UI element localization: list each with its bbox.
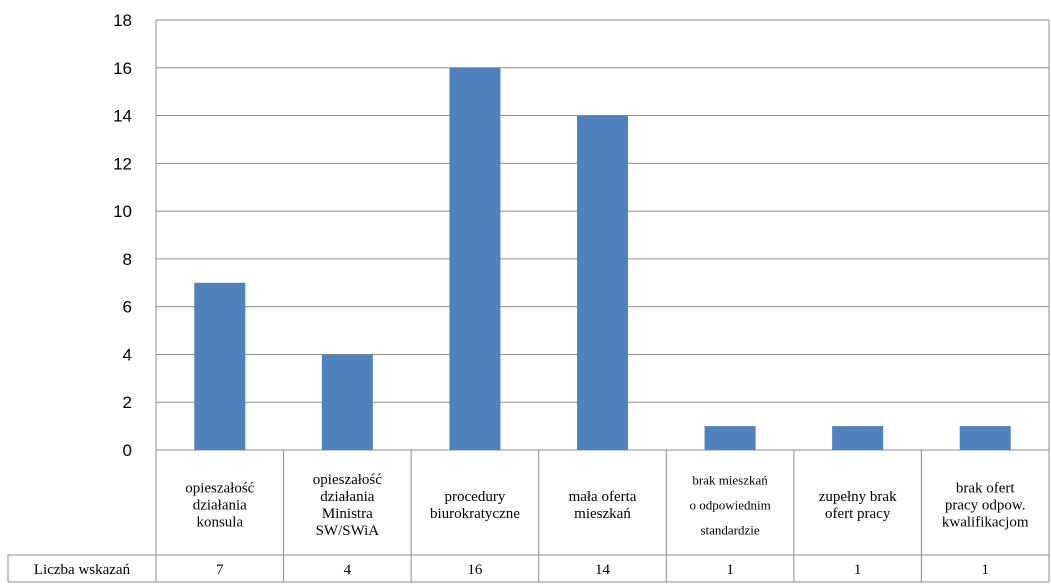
data-value-1: 7 (216, 562, 224, 578)
category-label-3: procedury biurokratyczne (430, 489, 520, 522)
y-tick-label-14: 14 (113, 107, 132, 126)
category-label-line: zupełny brak (819, 489, 897, 505)
category-label-line: biurokratyczne (430, 506, 520, 522)
category-label-line: mała oferta (569, 489, 637, 505)
category-label-line: procedury (445, 489, 506, 505)
category-label-1: opieszałość działania konsula (185, 481, 254, 531)
category-label-6: zupełny brak ofert pracy (819, 489, 897, 522)
category-label-line: kwalifikacjom (942, 515, 1029, 531)
data-value-4: 14 (595, 562, 611, 578)
category-label-line: standardzie (700, 523, 759, 538)
category-label-5: brak mieszkań o odpowiednim standardzie (689, 473, 770, 538)
bar-7 (959, 426, 1011, 450)
category-label-2: opieszałość działania Ministra SW/SWiA (313, 472, 382, 539)
category-label-line: działania (193, 498, 247, 514)
bar-2 (321, 354, 373, 450)
y-tick-label-4: 4 (123, 345, 132, 364)
y-tick-label-8: 8 (123, 250, 132, 269)
data-value-7: 1 (981, 562, 989, 578)
category-label-line: Ministra (322, 506, 373, 522)
category-label-line: konsula (196, 515, 243, 531)
category-label-line: opieszałość (313, 472, 382, 488)
y-tick-label-0: 0 (123, 441, 132, 460)
series-label: Liczba wskazań (34, 562, 131, 578)
bar-1 (194, 282, 246, 450)
y-tick-label-10: 10 (113, 202, 132, 221)
y-tick-label-12: 12 (113, 154, 132, 173)
y-tick-label-6: 6 (123, 298, 132, 317)
category-label-line: brak ofert (956, 481, 1016, 497)
category-label-line: ofert pracy (825, 506, 891, 522)
bar-6 (832, 426, 884, 450)
category-label-line: mieszkań (574, 506, 631, 522)
y-tick-label-2: 2 (123, 393, 132, 412)
category-label-4: mała oferta mieszkań (569, 489, 637, 522)
data-value-3: 16 (467, 562, 483, 578)
bar-4 (577, 115, 628, 451)
category-label-line: SW/SWiA (316, 523, 380, 539)
category-label-7: brak ofert pracy odpow. kwalifikacjom (942, 481, 1029, 531)
data-value-2: 4 (344, 562, 352, 578)
category-label-line: brak mieszkań (692, 473, 768, 488)
category-label-line: o odpowiednim (689, 498, 770, 513)
category-label-line: działania (320, 489, 374, 505)
data-value-5: 1 (726, 562, 734, 578)
bars (194, 67, 1011, 451)
data-value-6: 1 (854, 562, 862, 578)
category-label-line: opieszałość (185, 481, 254, 497)
bar-3 (449, 67, 501, 451)
category-label-line: pracy odpow. (945, 498, 1026, 514)
bar-5 (704, 426, 756, 450)
y-axis: 0 2 4 6 8 10 12 14 16 18 (113, 11, 132, 460)
y-tick-label-16: 16 (113, 59, 132, 78)
y-tick-label-18: 18 (113, 11, 132, 30)
